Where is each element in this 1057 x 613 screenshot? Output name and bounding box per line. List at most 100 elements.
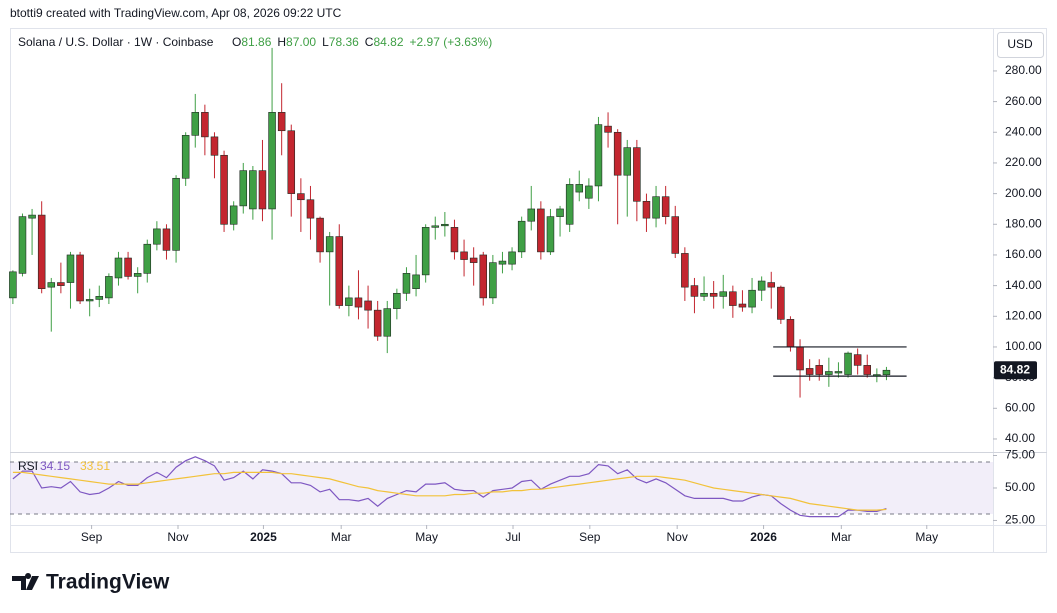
legend-value: 87.00 [286, 35, 316, 49]
candle-body [441, 223, 449, 227]
candle-body [748, 289, 756, 308]
candle-body [527, 208, 536, 222]
candle-body [700, 292, 708, 297]
candle-body [719, 291, 728, 297]
y-tick-label: 260.00 [1005, 94, 1042, 108]
candle-body [537, 208, 545, 253]
candle-body [124, 257, 132, 277]
brand: TradingView [46, 571, 170, 594]
candle-body [402, 273, 411, 294]
candle-body [585, 185, 593, 199]
candle-body [85, 299, 94, 302]
candle-body [335, 236, 344, 306]
legend-key: L [322, 35, 329, 49]
candle-body [258, 170, 267, 210]
candle-body [498, 260, 507, 265]
candle-body [393, 292, 401, 309]
x-tick-label: Nov [167, 530, 188, 544]
candle-body [354, 297, 363, 308]
candle-body [623, 147, 632, 176]
rsi-line [12, 471, 887, 511]
y-tick-label: 25.00 [1005, 513, 1035, 527]
legend-value: 81.86 [241, 35, 271, 49]
candle-body [66, 254, 75, 283]
x-tick-label: Jul [505, 530, 520, 544]
candle-body [114, 257, 123, 279]
candle-body [844, 352, 852, 375]
candle-body [786, 319, 795, 348]
y-tick-label: 120.00 [1005, 308, 1042, 322]
y-tick-label: 50.00 [1005, 480, 1035, 494]
candle-body [105, 276, 113, 299]
candle-body [479, 254, 488, 299]
candle-body [613, 131, 622, 176]
y-tick-label: 60.00 [1005, 400, 1035, 414]
currency-button[interactable] [997, 32, 1044, 58]
candle-body [57, 282, 65, 286]
rsi-value: 33.51 [80, 459, 110, 473]
candle-body [153, 228, 161, 245]
candle-body [690, 285, 699, 297]
y-tick-label: 100.00 [1005, 339, 1042, 353]
candle-body [652, 196, 660, 219]
candle-body [757, 280, 766, 291]
candle-body [565, 184, 574, 225]
y-tick-label: 75.00 [1005, 448, 1035, 462]
y-tick-label: 140.00 [1005, 278, 1042, 292]
candle-body [421, 227, 430, 276]
legend-key: C [365, 35, 374, 49]
candle-body [76, 254, 84, 302]
candle-body [412, 274, 420, 289]
legend-value: 84.82 [373, 35, 403, 49]
rsi-line [12, 456, 887, 518]
y-tick-label: 160.00 [1005, 247, 1042, 261]
candle-body [517, 220, 526, 253]
legend-value: 78.36 [329, 35, 359, 49]
candle-body [277, 112, 286, 132]
candle-body [95, 296, 104, 300]
last-price-box [994, 361, 1037, 380]
candle-body [220, 154, 228, 225]
candle-body [229, 205, 238, 225]
candle-body [469, 257, 478, 263]
candle-body [383, 308, 392, 337]
candle-body [201, 112, 209, 138]
ohlc-legend: O81.86 H87.00 L78.36 C84.82 +2.97 (+3.63%) [232, 35, 492, 49]
rsi-title: RSI [18, 459, 38, 473]
candle-body [268, 112, 276, 210]
legend-key: H [277, 35, 286, 49]
candle-body [546, 216, 555, 253]
candle-body [556, 208, 564, 217]
y-tick-label: 220.00 [1005, 155, 1042, 169]
candle-body [460, 251, 468, 260]
candle-body [364, 300, 372, 311]
candle-body [306, 199, 315, 219]
candle-body [316, 217, 324, 253]
last-price-label: 84.82 [1000, 362, 1030, 376]
x-tick-label: Mar [331, 530, 352, 544]
candle-body [345, 297, 353, 306]
candle-body [9, 271, 17, 299]
candle-body [834, 371, 843, 374]
candle-body [729, 291, 737, 306]
currency: USD [1007, 37, 1033, 51]
candle-body [210, 136, 219, 156]
candle-body [604, 125, 612, 133]
candle-body [709, 292, 718, 297]
candle-body [825, 371, 833, 375]
x-tick-label: Mar [831, 530, 852, 544]
candle-body [249, 170, 257, 210]
candle-body [489, 262, 497, 299]
candle-body [671, 216, 680, 254]
candle-body [882, 369, 891, 376]
candle-body [796, 346, 804, 371]
candle-body [450, 227, 459, 253]
candle-body [47, 282, 56, 288]
candle-body [133, 273, 142, 277]
change: +2.97 (+3.63%) [410, 35, 493, 49]
candle-body [431, 225, 440, 228]
legend-key: O [232, 35, 241, 49]
y-tick-label: 280.00 [1005, 63, 1042, 77]
logo-icon [12, 573, 39, 590]
